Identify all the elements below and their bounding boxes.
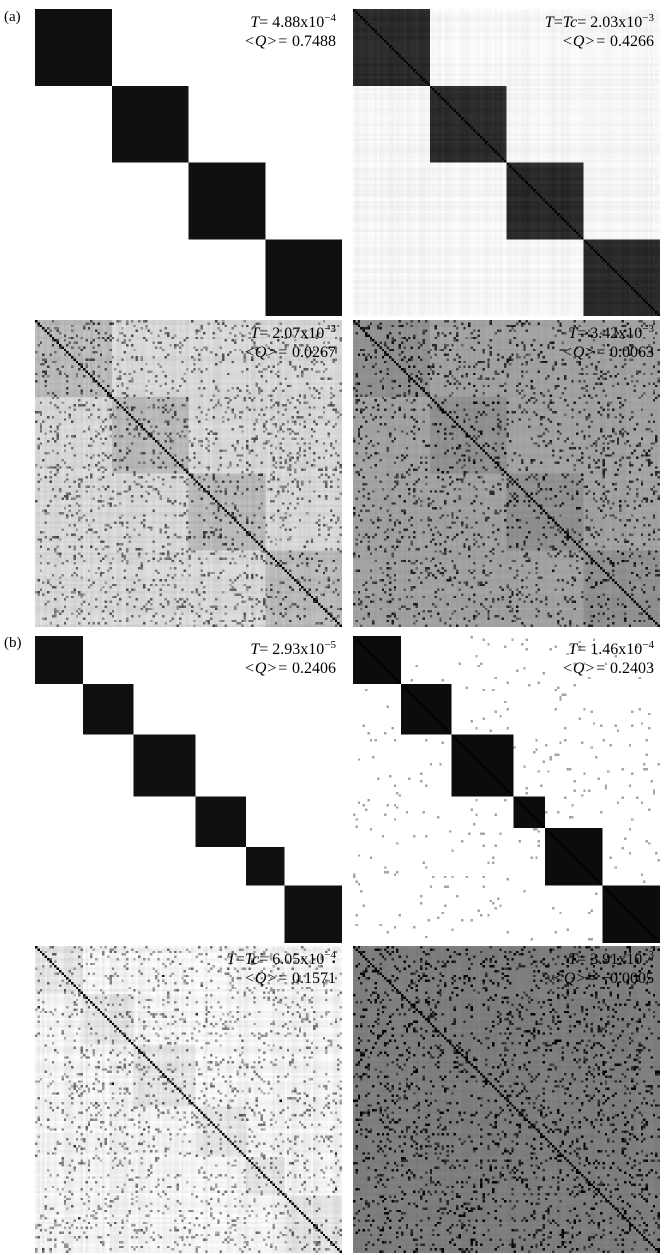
t-symbol: T <box>250 14 260 31</box>
q-symbol: <Q>= <box>244 344 292 361</box>
t-exponent: −4 <box>324 12 336 24</box>
q-value: 0.1571 <box>292 970 336 987</box>
t-mantissa: 4.88x10 <box>272 14 325 31</box>
temperature-line: T=Tc= 2.03x10−3 <box>544 12 654 32</box>
t-exponent: −3 <box>642 12 654 24</box>
similarity-matrix-panel: T=Tc= 6.05x10−4 <Q>= 0.1571 <box>35 946 342 1253</box>
matrix-cells <box>35 9 342 316</box>
tc-symbol: Tc <box>244 951 260 968</box>
section-label-a: (a) <box>4 9 21 25</box>
similarity-matrix-panel: T= 1.46x10−4 <Q>= 0.2403 <box>353 636 660 943</box>
q-value: 0.0267 <box>292 344 336 361</box>
temperature-annotation: T=Tc= 2.03x10−3 <Q>= 0.4266 <box>545 13 654 51</box>
q-symbol: <Q>= <box>562 33 610 50</box>
t-symbol: T <box>544 14 554 31</box>
similarity-matrix-panel: T= 4.88x10−4 <Q>= 0.7488 <box>35 9 342 316</box>
t-symbol: T <box>568 641 578 658</box>
temperature-line: T= 4.88x10−4 <box>250 12 336 32</box>
matrix-cells <box>353 636 660 943</box>
temperature-annotation: T= 3.91x10−3 <Q>= −0.0005 <box>553 950 654 988</box>
t-exponent: −4 <box>324 949 336 961</box>
t-symbol: T <box>250 325 260 342</box>
modularity-line: <Q>= 0.1571 <box>227 969 336 988</box>
matrix-cells <box>353 9 660 316</box>
similarity-matrix-panel: T=Tc= 2.03x10−3 <Q>= 0.4266 <box>353 9 660 316</box>
t-symbol: T <box>568 325 578 342</box>
temperature-annotation: T=Tc= 6.05x10−4 <Q>= 0.1571 <box>227 950 336 988</box>
q-symbol: <Q>= <box>553 970 601 987</box>
q-value: −0.0005 <box>600 970 654 987</box>
q-symbol: <Q>= <box>244 33 292 50</box>
matrix-cells <box>353 320 660 627</box>
matrix-heatmap <box>353 9 660 316</box>
q-value: 0.2406 <box>292 660 336 677</box>
matrix-heatmap <box>353 320 660 627</box>
modularity-line: <Q>= 0.7488 <box>244 32 336 51</box>
modularity-line: <Q>= 0.2406 <box>244 659 336 678</box>
t-exponent: −5 <box>324 639 336 651</box>
t-symbol: T <box>568 951 578 968</box>
temperature-line: T= 2.07x10−3 <box>250 323 336 343</box>
matrix-heatmap <box>35 636 342 943</box>
matrix-cells <box>35 946 342 1253</box>
temperature-annotation: T= 2.07x10−3 <Q>= 0.0267 <box>244 324 336 362</box>
q-symbol: <Q>= <box>244 660 292 677</box>
q-value: 0.7488 <box>292 33 336 50</box>
temperature-annotation: T= 4.88x10−4 <Q>= 0.7488 <box>244 13 336 51</box>
temperature-annotation: T= 1.46x10−4 <Q>= 0.2403 <box>562 640 654 678</box>
temperature-annotation: T= 2.93x10−5 <Q>= 0.2406 <box>244 640 336 678</box>
t-mantissa: 2.93x10 <box>272 641 325 658</box>
q-value: 0.4266 <box>610 33 654 50</box>
t-exponent: −3 <box>642 323 654 335</box>
temperature-line: T=Tc= 6.05x10−4 <box>226 949 336 969</box>
t-mantissa: 2.03x10 <box>590 14 643 31</box>
matrix-heatmap <box>353 636 660 943</box>
modularity-line: <Q>= 0.0267 <box>244 343 336 362</box>
temperature-line: T= 3.42x10−3 <box>568 323 654 343</box>
matrix-heatmap <box>35 9 342 316</box>
temperature-line: T= 1.46x10−4 <box>568 639 654 659</box>
t-symbol: T <box>226 951 236 968</box>
q-symbol: <Q>= <box>562 660 610 677</box>
modularity-line: <Q>= 0.2403 <box>562 659 654 678</box>
similarity-matrix-panel: T= 2.93x10−5 <Q>= 0.2406 <box>35 636 342 943</box>
modularity-line: <Q>= 0.0063 <box>562 343 654 362</box>
t-exponent: −3 <box>642 949 654 961</box>
matrix-cells <box>35 636 342 943</box>
matrix-heatmap <box>353 946 660 1253</box>
modularity-line: <Q>= 0.4266 <box>545 32 654 51</box>
q-symbol: <Q>= <box>244 970 292 987</box>
similarity-matrix-panel: T= 3.42x10−3 <Q>= 0.0063 <box>353 320 660 627</box>
q-value: 0.2403 <box>610 660 654 677</box>
matrix-cells <box>35 320 342 627</box>
matrix-heatmap <box>35 320 342 627</box>
t-mantissa: 6.05x10 <box>272 951 325 968</box>
q-symbol: <Q>= <box>562 344 610 361</box>
t-exponent: −4 <box>642 639 654 651</box>
similarity-matrix-panel: T= 3.91x10−3 <Q>= −0.0005 <box>353 946 660 1253</box>
t-mantissa: 3.42x10 <box>590 325 643 342</box>
matrix-heatmap <box>35 946 342 1253</box>
similarity-matrix-panel: T= 2.07x10−3 <Q>= 0.0267 <box>35 320 342 627</box>
t-exponent: −3 <box>324 323 336 335</box>
t-mantissa: 1.46x10 <box>590 641 643 658</box>
section-label-b: (b) <box>4 635 22 651</box>
matrix-cells <box>353 946 660 1253</box>
t-mantissa: 2.07x10 <box>272 325 325 342</box>
tc-symbol: Tc <box>562 14 578 31</box>
temperature-line: T= 3.91x10−3 <box>568 949 654 969</box>
temperature-line: T= 2.93x10−5 <box>250 639 336 659</box>
t-mantissa: 3.91x10 <box>590 951 643 968</box>
temperature-annotation: T= 3.42x10−3 <Q>= 0.0063 <box>562 324 654 362</box>
q-value: 0.0063 <box>610 344 654 361</box>
t-symbol: T <box>250 641 260 658</box>
modularity-line: <Q>= −0.0005 <box>553 969 654 988</box>
